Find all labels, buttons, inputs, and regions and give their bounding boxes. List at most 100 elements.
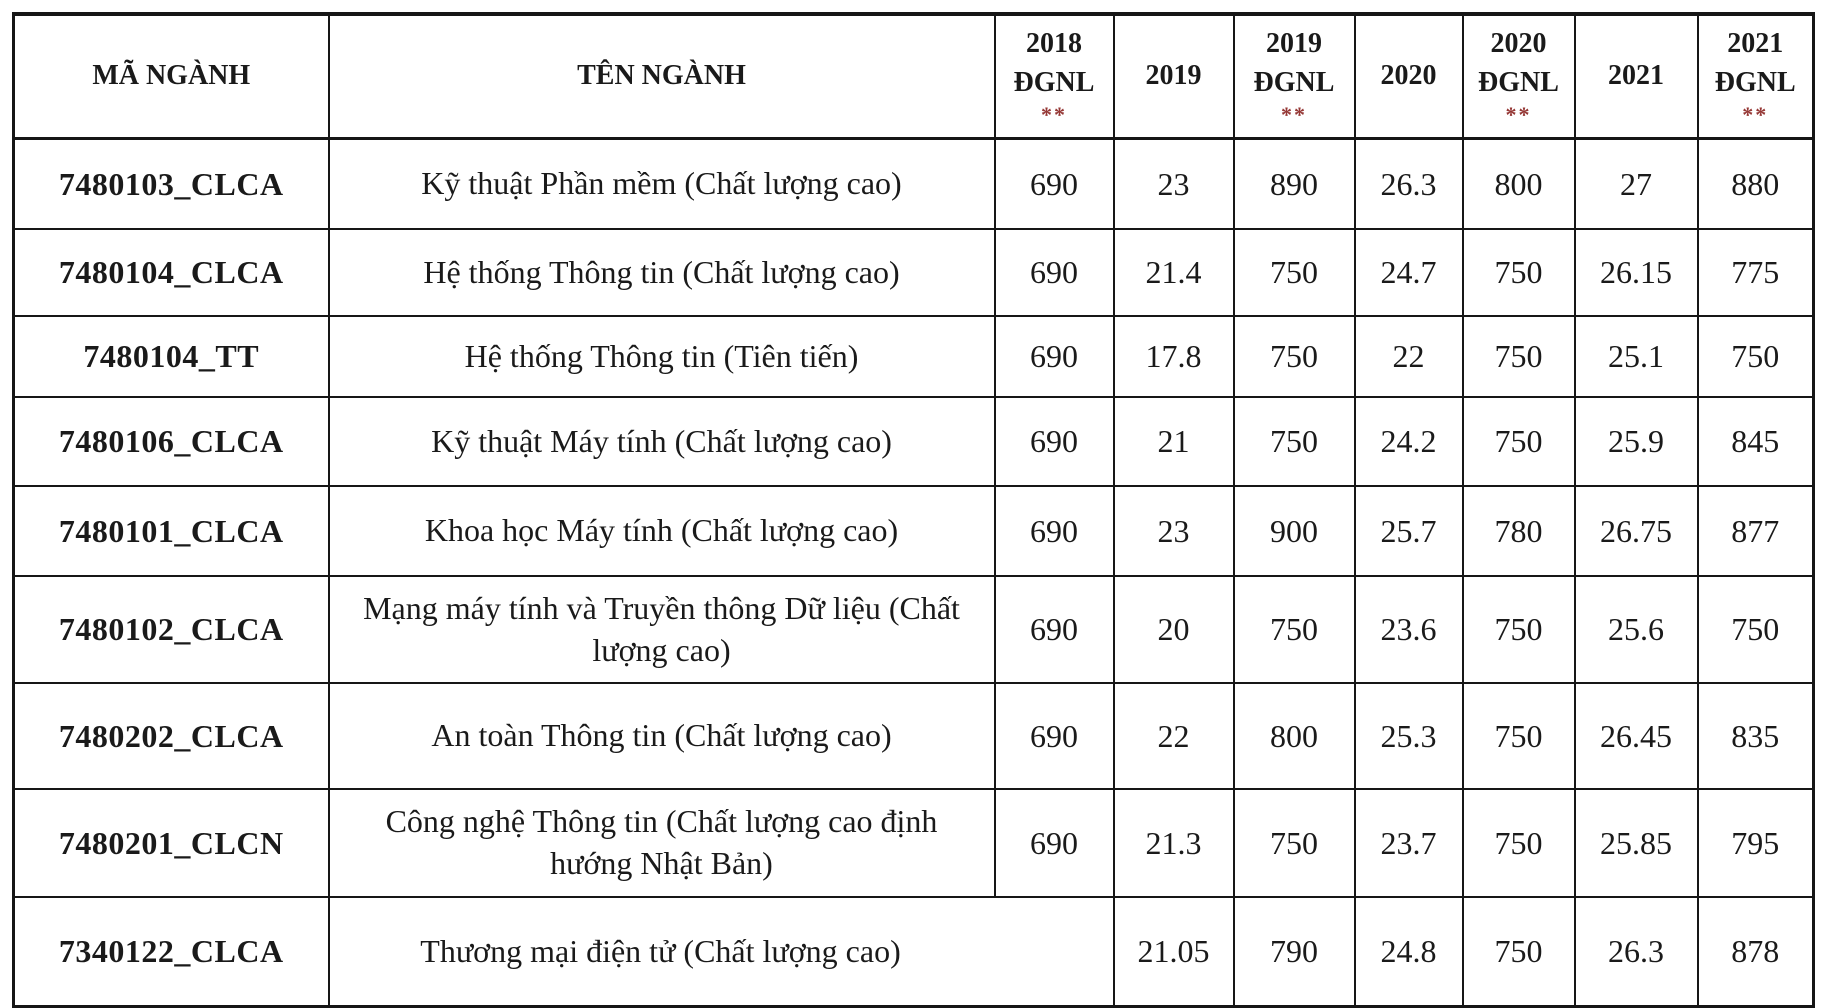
table-header: MÃ NGÀNH TÊN NGÀNH 2018 ĐGNL ** 2019 2019 ĐGNL *…	[12, 13, 1815, 140]
cell-code: 7480103_CLCA	[12, 137, 330, 230]
cell-y2019: 23	[1112, 485, 1235, 577]
cell-name: Khoa học Máy tính (Chất lượng cao)	[327, 485, 996, 577]
cell-dgnl2019: 750	[1232, 396, 1356, 487]
cell-name: Hệ thống Thông tin (Chất lượng cao)	[327, 228, 996, 317]
cell-dgnl2018: 690	[993, 682, 1115, 790]
column-header-label: 2020 ĐGNL **	[1478, 28, 1559, 127]
cell-dgnl2021: 877	[1696, 485, 1815, 577]
table-row: 7480103_CLCA Kỹ thuật Phần mềm (Chất lượn…	[12, 137, 1815, 230]
column-header-dgnl2019: 2019 ĐGNL **	[1232, 13, 1356, 140]
cell-code: 7340122_CLCA	[12, 896, 330, 1008]
cell-dgnl2020: 800	[1461, 137, 1576, 230]
cell-y2019: 21.3	[1112, 788, 1235, 898]
cell-y2019: 21.05	[1112, 896, 1235, 1008]
cell-name: Công nghệ Thông tin (Chất lượng cao định…	[327, 788, 996, 898]
cell-dgnl2020: 750	[1461, 788, 1576, 898]
cell-dgnl2021: 878	[1696, 896, 1815, 1008]
table-row: 7480102_CLCA Mạng máy tính và Truyền thôn…	[12, 575, 1815, 684]
cell-dgnl2018: 690	[993, 137, 1115, 230]
column-header-label: 2020	[1380, 60, 1437, 92]
cell-y2019: 23	[1112, 137, 1235, 230]
cell-y2021: 25.85	[1573, 788, 1699, 898]
cell-y2020: 22	[1353, 315, 1464, 398]
cell-dgnl2020: 780	[1461, 485, 1576, 577]
column-header-label: MÃ NGÀNH	[92, 60, 251, 92]
column-header-label: 2021 ĐGNL **	[1714, 28, 1796, 127]
column-header-label: 2018 ĐGNL **	[1013, 28, 1095, 127]
cell-dgnl2020: 750	[1461, 575, 1576, 684]
cell-dgnl2019: 750	[1232, 315, 1356, 398]
cell-dgnl2020: 750	[1461, 396, 1576, 487]
cell-dgnl2018: 690	[993, 788, 1115, 898]
cell-y2020: 23.7	[1353, 788, 1464, 898]
cell-dgnl2019: 750	[1232, 788, 1356, 898]
column-header-dgnl2020: 2020 ĐGNL **	[1461, 13, 1576, 140]
column-header-label: 2019 ĐGNL **	[1253, 28, 1335, 127]
cell-y2021: 25.1	[1573, 315, 1699, 398]
cell-name: Mạng máy tính và Truyền thông Dữ liệu (C…	[327, 575, 996, 684]
cell-dgnl2018: 690	[993, 396, 1115, 487]
cell-y2020: 25.3	[1353, 682, 1464, 790]
cell-dgnl2021: 835	[1696, 682, 1815, 790]
table-row: 7480201_CLCN Công nghệ Thông tin (Chất lư…	[12, 788, 1815, 898]
footnote-asterisks: **	[1505, 101, 1532, 127]
cell-dgnl2020: 750	[1461, 315, 1576, 398]
cell-dgnl2019: 790	[1232, 896, 1356, 1008]
cell-y2020: 26.3	[1353, 137, 1464, 230]
cell-y2019: 20	[1112, 575, 1235, 684]
cell-dgnl2018: 690	[993, 315, 1115, 398]
cell-code: 7480202_CLCA	[12, 682, 330, 790]
column-header-y2021: 2021	[1573, 13, 1699, 140]
cell-dgnl2020: 750	[1461, 896, 1576, 1008]
cell-dgnl2019: 800	[1232, 682, 1356, 790]
footnote-asterisks: **	[1742, 101, 1769, 127]
column-header-label: 2021	[1608, 60, 1664, 92]
cell-code: 7480201_CLCN	[12, 788, 330, 898]
cell-dgnl2018: 690	[993, 485, 1115, 577]
table-row: 7480104_TT Hệ thống Thông tin (Tiên tiến)…	[12, 315, 1815, 398]
column-header-dgnl2021: 2021 ĐGNL **	[1696, 13, 1815, 140]
cell-y2021: 25.9	[1573, 396, 1699, 487]
cell-code: 7480106_CLCA	[12, 396, 330, 487]
cell-y2020: 25.7	[1353, 485, 1464, 577]
cell-dgnl2021: 750	[1696, 575, 1815, 684]
cell-dgnl2019: 900	[1232, 485, 1356, 577]
cell-y2021: 26.45	[1573, 682, 1699, 790]
column-header-label: TÊN NGÀNH	[577, 60, 746, 92]
admission-scores-table: MÃ NGÀNH TÊN NGÀNH 2018 ĐGNL ** 2019 2019 ĐGNL *…	[12, 12, 1815, 1008]
table-row: 7340122_CLCA Thương mại điện tử (Chất lượ…	[12, 896, 1815, 1008]
column-header-code: MÃ NGÀNH	[12, 13, 330, 140]
cell-dgnl2021: 795	[1696, 788, 1815, 898]
page: MÃ NGÀNH TÊN NGÀNH 2018 ĐGNL ** 2019 2019 ĐGNL *…	[12, 12, 1815, 1008]
cell-name: Kỹ thuật Phần mềm (Chất lượng cao)	[327, 137, 996, 230]
cell-dgnl2018: 690	[993, 575, 1115, 684]
cell-dgnl2021: 750	[1696, 315, 1815, 398]
footnote-asterisks: **	[1041, 101, 1067, 127]
column-header-y2019: 2019	[1112, 13, 1235, 140]
cell-y2019: 22	[1112, 682, 1235, 790]
cell-name: An toàn Thông tin (Chất lượng cao)	[327, 682, 996, 790]
cell-code: 7480104_CLCA	[12, 228, 330, 317]
cell-dgnl2020: 750	[1461, 682, 1576, 790]
header-row: MÃ NGÀNH TÊN NGÀNH 2018 ĐGNL ** 2019 2019 ĐGNL *…	[12, 13, 1815, 140]
cell-y2021: 27	[1573, 137, 1699, 230]
column-header-name: TÊN NGÀNH	[327, 13, 996, 140]
cell-code: 7480102_CLCA	[12, 575, 330, 684]
cell-name: Thương mại điện tử (Chất lượng cao)	[327, 896, 1115, 1008]
cell-y2019: 21.4	[1112, 228, 1235, 317]
table-row: 7480104_CLCA Hệ thống Thông tin (Chất lượ…	[12, 228, 1815, 317]
cell-dgnl2019: 750	[1232, 228, 1356, 317]
cell-y2021: 26.3	[1573, 896, 1699, 1008]
table-body: 7480103_CLCA Kỹ thuật Phần mềm (Chất lượn…	[12, 137, 1815, 1008]
cell-dgnl2021: 880	[1696, 137, 1815, 230]
cell-code: 7480104_TT	[12, 315, 330, 398]
table-row: 7480101_CLCA Khoa học Máy tính (Chất lượn…	[12, 485, 1815, 577]
cell-dgnl2019: 890	[1232, 137, 1356, 230]
cell-y2020: 23.6	[1353, 575, 1464, 684]
cell-y2019: 17.8	[1112, 315, 1235, 398]
cell-y2020: 24.8	[1353, 896, 1464, 1008]
column-header-label: 2019	[1145, 60, 1202, 92]
column-header-y2020: 2020	[1353, 13, 1464, 140]
cell-name: Hệ thống Thông tin (Tiên tiến)	[327, 315, 996, 398]
cell-y2020: 24.2	[1353, 396, 1464, 487]
